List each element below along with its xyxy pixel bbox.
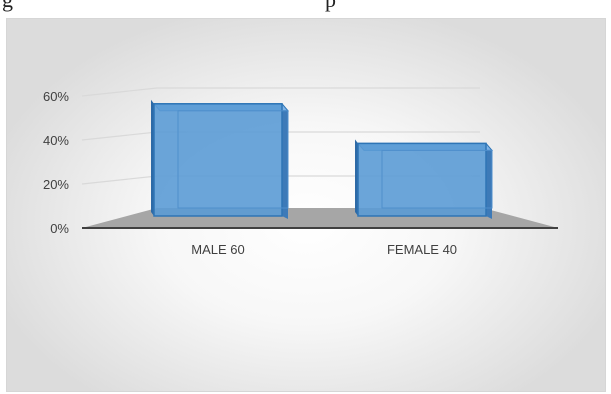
x-axis-labels: MALE 60 FEMALE 40	[191, 242, 457, 257]
gridline-side	[81, 175, 158, 185]
y-axis-ticks: 0% 20% 40% 60%	[43, 89, 69, 236]
chart-area	[6, 18, 606, 392]
bar-side-right	[486, 143, 492, 219]
bars	[151, 99, 494, 219]
bar-inner-edge	[381, 149, 493, 209]
bar-front	[153, 103, 283, 217]
bar-front	[357, 142, 487, 217]
x-tick-label: MALE 60	[191, 242, 244, 257]
bar	[355, 139, 494, 219]
gridline-side	[81, 87, 158, 97]
bar-side-right	[282, 103, 288, 219]
y-tick-label: 0%	[50, 221, 69, 236]
clipped-text-right: p	[325, 0, 336, 13]
y-tick-label: 60%	[43, 89, 69, 104]
y-tick-label: 40%	[43, 133, 69, 148]
bar	[151, 99, 290, 219]
bar-inner-edge	[177, 110, 289, 209]
gridline-side	[81, 131, 158, 141]
y-tick-label: 20%	[43, 177, 69, 192]
clipped-document-text: g p	[0, 0, 611, 17]
clipped-text-left: g	[2, 0, 13, 13]
x-tick-label: FEMALE 40	[387, 242, 457, 257]
